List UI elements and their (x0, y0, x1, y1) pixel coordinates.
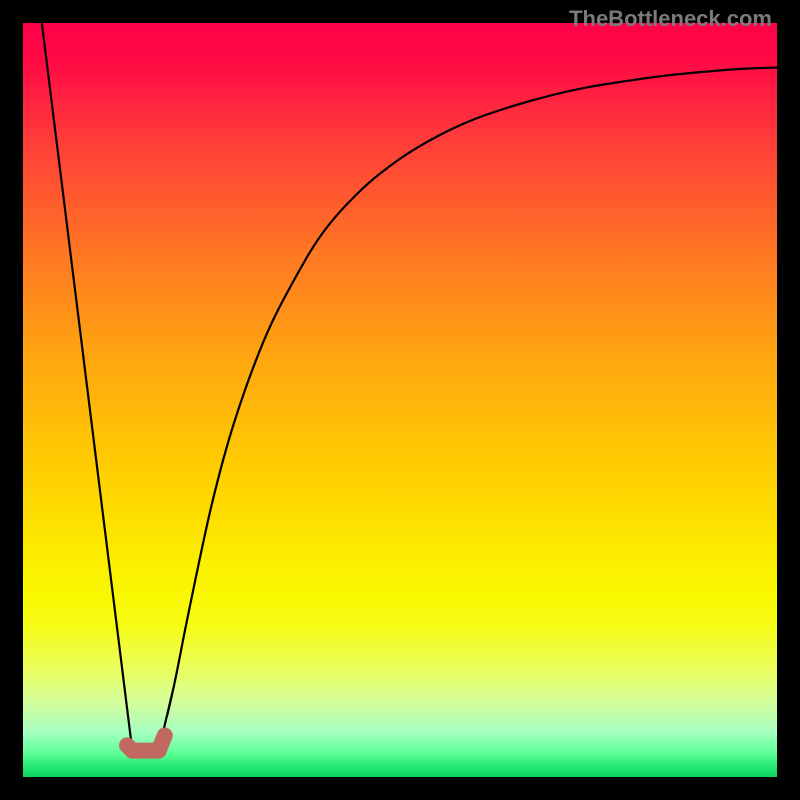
optimal-marker (23, 23, 777, 777)
plot-area (23, 23, 777, 777)
watermark-text: TheBottleneck.com (569, 6, 772, 32)
